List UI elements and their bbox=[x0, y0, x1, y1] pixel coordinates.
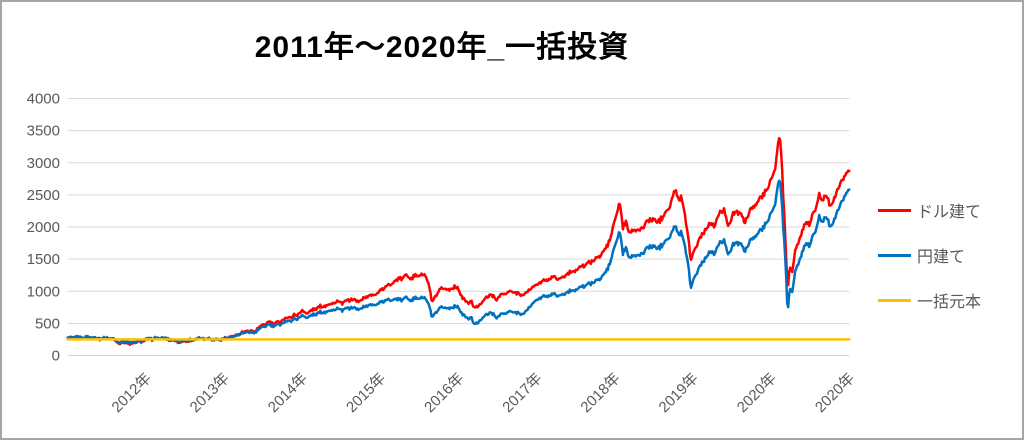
y-axis-tick-label: 1000 bbox=[27, 283, 60, 300]
x-axis-tick-label: 2019年 bbox=[656, 370, 702, 416]
x-axis-tick-label: 2012年 bbox=[109, 370, 155, 416]
legend: ドル建て 円建て 一括元本 bbox=[878, 198, 1018, 333]
legend-item-principal: 一括元本 bbox=[878, 288, 1018, 312]
y-axis-tick-label: 2500 bbox=[27, 187, 60, 204]
x-axis-tick-label: 2015年 bbox=[343, 370, 389, 416]
y-axis-tick-label: 0 bbox=[52, 348, 60, 365]
x-axis-tick-label: 2018年 bbox=[577, 370, 623, 416]
x-axis-tick-label: 2014年 bbox=[265, 370, 311, 416]
legend-line-blue bbox=[878, 253, 911, 257]
y-axis-tick-label: 500 bbox=[35, 315, 60, 332]
y-axis-tick-label: 2000 bbox=[27, 219, 60, 236]
x-axis-tick-label: 2016年 bbox=[421, 370, 467, 416]
x-axis-tick-label: 2013年 bbox=[187, 370, 233, 416]
legend-line-red bbox=[878, 208, 911, 212]
legend-item-yen: 円建て bbox=[878, 243, 1018, 267]
y-axis-tick-label: 3500 bbox=[27, 123, 60, 140]
chart-title: 2011年～2020年_一括投資 bbox=[254, 31, 630, 64]
legend-line-gold bbox=[878, 298, 911, 302]
series-line-dollar bbox=[66, 136, 851, 347]
x-axis-tick-label: 2020年 bbox=[734, 370, 780, 416]
y-axis-tick-label: 1500 bbox=[27, 251, 60, 268]
x-axis-tick-label: 2017年 bbox=[499, 370, 545, 416]
x-axis-tick-label: 2020年 bbox=[812, 370, 858, 416]
y-axis-tick-label: 4000 bbox=[27, 91, 60, 108]
series-line-yen bbox=[66, 179, 851, 345]
legend-label-yen: 円建て bbox=[917, 249, 966, 266]
legend-label-principal: 一括元本 bbox=[917, 294, 982, 311]
y-axis-tick-label: 3000 bbox=[27, 155, 60, 172]
legend-label-dollar: ドル建て bbox=[917, 204, 982, 221]
legend-item-dollar: ドル建て bbox=[878, 198, 1018, 222]
